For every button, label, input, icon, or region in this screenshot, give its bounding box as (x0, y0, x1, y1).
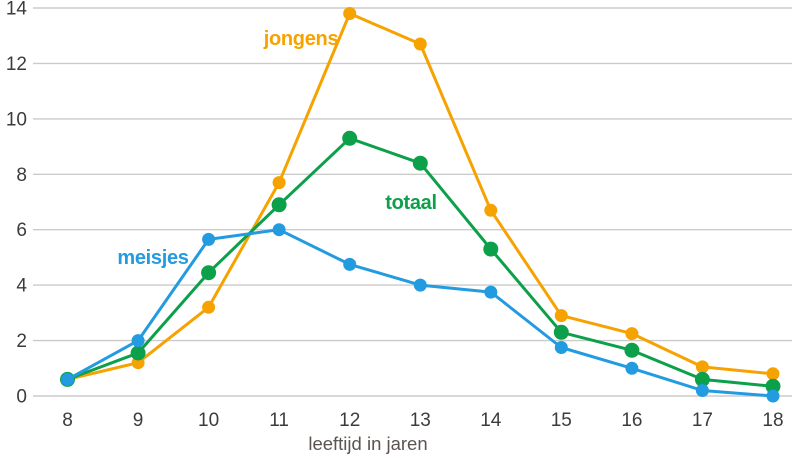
data-point-totaal-15 (553, 324, 569, 340)
x-tick-label-8: 8 (62, 410, 73, 431)
data-point-meisjes-9 (131, 334, 145, 348)
series-label-meisjes: meisjes (117, 247, 188, 269)
data-point-meisjes-8 (61, 372, 74, 386)
data-point-meisjes-11 (272, 223, 286, 237)
x-tick-label-11: 11 (269, 410, 289, 431)
data-point-totaal-10 (201, 265, 217, 281)
y-tick-label-6: 6 (16, 220, 27, 241)
x-tick-label-14: 14 (480, 410, 502, 431)
data-point-totaal-12 (342, 130, 358, 146)
data-point-meisjes-10 (202, 232, 216, 246)
data-point-totaal-16 (624, 342, 640, 358)
x-tick-label-18: 18 (762, 410, 783, 431)
x-tick-label-16: 16 (621, 410, 642, 431)
data-point-totaal-11 (271, 197, 287, 213)
y-tick-label-12: 12 (6, 54, 27, 75)
series-label-totaal: totaal (385, 192, 437, 214)
y-tick-label-8: 8 (16, 165, 27, 186)
data-point-totaal-13 (412, 155, 428, 171)
x-tick-label-13: 13 (410, 410, 431, 431)
y-tick-label-10: 10 (6, 109, 27, 130)
y-tick-label-14: 14 (6, 0, 28, 20)
series-label-jongens: jongens (263, 28, 339, 50)
data-point-jongens-17 (695, 360, 709, 374)
x-tick-label-12: 12 (339, 410, 360, 431)
data-point-jongens-16 (625, 327, 639, 341)
data-point-meisjes-18 (766, 389, 780, 403)
data-point-totaal-14 (483, 241, 499, 257)
data-point-meisjes-12 (343, 257, 357, 271)
data-point-meisjes-16 (625, 361, 639, 375)
data-point-jongens-13 (413, 37, 427, 51)
data-point-meisjes-14 (484, 285, 498, 299)
data-point-meisjes-17 (695, 384, 709, 397)
data-point-jongens-10 (202, 300, 216, 314)
data-point-meisjes-13 (413, 278, 427, 292)
y-tick-label-0: 0 (16, 387, 27, 408)
x-tick-label-15: 15 (551, 410, 572, 431)
x-axis-title: leeftijd in jaren (308, 433, 427, 454)
x-tick-label-9: 9 (133, 410, 144, 431)
data-point-jongens-12 (343, 7, 357, 20)
data-point-totaal-9 (130, 345, 146, 361)
data-point-jongens-18 (766, 367, 780, 381)
x-tick-label-10: 10 (198, 410, 219, 431)
y-tick-label-2: 2 (16, 331, 27, 352)
data-point-meisjes-15 (554, 341, 568, 354)
data-point-totaal-17 (694, 371, 710, 387)
data-point-totaal-18 (765, 378, 781, 394)
x-tick-label-17: 17 (692, 410, 713, 431)
y-tick-label-4: 4 (16, 276, 27, 297)
data-point-jongens-14 (484, 203, 498, 217)
data-point-jongens-15 (554, 309, 568, 323)
data-point-jongens-11 (272, 176, 286, 190)
